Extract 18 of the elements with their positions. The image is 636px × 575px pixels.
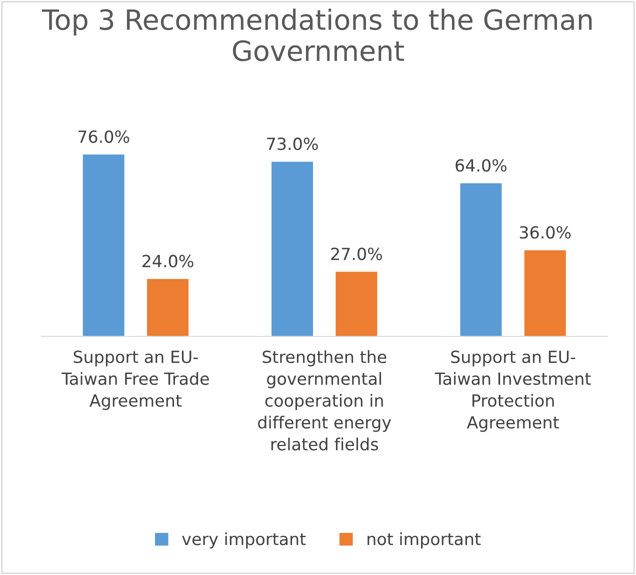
- x-tick-label: Strengthen the governmental cooperation in different energy related fields: [258, 350, 392, 450]
- data-label: 73.0%: [267, 138, 318, 150]
- bar: [460, 183, 502, 336]
- data-label: 76.0%: [78, 130, 130, 143]
- data-label: 27.0%: [331, 248, 382, 260]
- x-tick-label: Support an EU- Taiwan Free Trade Agreement: [62, 350, 209, 410]
- data-label: 36.0%: [520, 226, 571, 239]
- bar: [336, 272, 378, 336]
- data-label: 64.0%: [456, 159, 507, 172]
- bar: [82, 154, 124, 336]
- bar: [524, 250, 566, 336]
- bar: [272, 162, 314, 336]
- chart-title: Top 3 Recommendations to the German Government: [42, 8, 592, 62]
- data-label: 24.0%: [142, 254, 194, 268]
- x-tick-label: Support an EU- Taiwan Investment Protection Agreement: [434, 350, 591, 432]
- legend-label: very important: [182, 532, 306, 548]
- bar: [147, 278, 189, 336]
- legend-label: not important: [368, 532, 481, 548]
